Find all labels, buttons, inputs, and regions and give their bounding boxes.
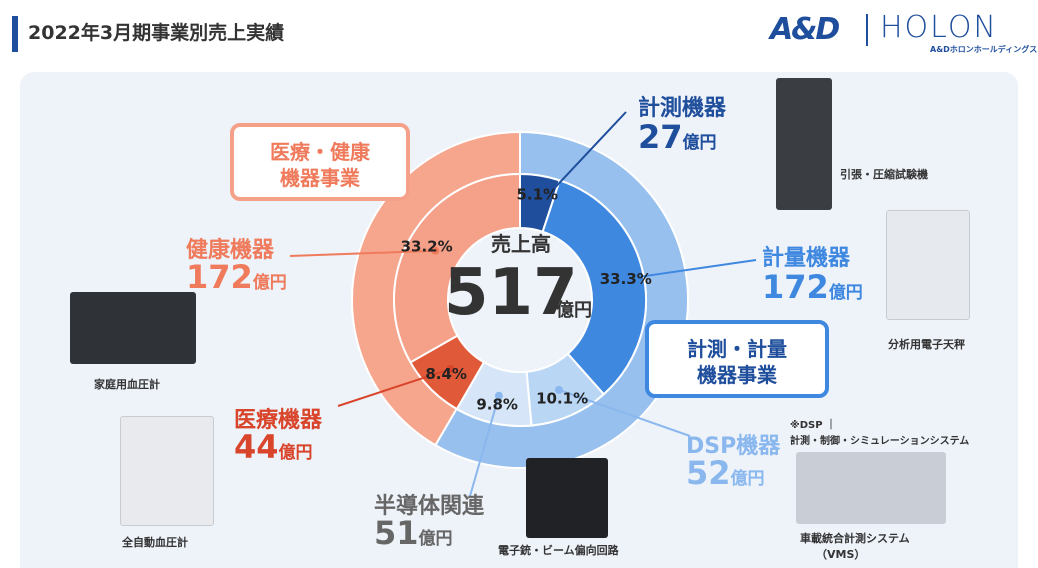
title-accent-bar xyxy=(12,16,18,52)
logo-subtitle: A&Dホロンホールディングス xyxy=(930,45,1038,54)
inner-slice-5 xyxy=(393,172,521,364)
box-medical-health-business: 医療・健康 機器事業 xyxy=(230,123,410,201)
holon-logo: HOLON xyxy=(880,10,998,45)
leader-dot-4 xyxy=(446,365,455,374)
caption-tensile: 引張・圧縮試験機 xyxy=(840,168,928,181)
dsp-note-1: ※DSP ｜ xyxy=(790,420,837,431)
value-health: 172億円 xyxy=(186,258,287,296)
leader-line-1 xyxy=(615,259,757,282)
leader-lines xyxy=(289,111,757,497)
leader-line-5 xyxy=(289,249,436,257)
value-keisoku: 27億円 xyxy=(638,118,717,156)
label-medical: 医療機器 xyxy=(234,408,323,433)
caption-ebeam: 電子銃・ビーム偏向回路 xyxy=(498,544,619,557)
leader-line-2 xyxy=(558,388,691,437)
pct-label-0: 5.1% xyxy=(516,185,558,203)
leader-dot-2 xyxy=(554,385,563,394)
pct-label-5: 33.2% xyxy=(401,238,453,256)
and-logo: A&D xyxy=(770,12,840,47)
caption-vms-1: 車載統合計測システム xyxy=(800,532,910,545)
percent-labels: 5.1% 33.3% 10.1% 9.8% 8.4% 33.2% xyxy=(401,185,652,413)
vms-car-image xyxy=(796,452,946,524)
pct-label-1: 33.3% xyxy=(600,270,652,288)
pct-label-2: 10.1% xyxy=(536,389,588,407)
leader-line-3 xyxy=(469,395,500,497)
leader-dot-3 xyxy=(494,391,503,400)
center-value: 517 xyxy=(444,256,578,330)
pct-label-3: 9.8% xyxy=(476,396,518,414)
label-health: 健康機器 xyxy=(186,238,275,263)
value-keiryo: 172億円 xyxy=(762,268,863,306)
inner-ring xyxy=(393,172,647,427)
analytical-balance-image xyxy=(886,210,970,320)
leader-line-0 xyxy=(533,111,627,210)
caption-balance: 分析用電子天秤 xyxy=(888,338,965,351)
dsp-note-2: 計測・制御・シミュレーションシステム xyxy=(790,436,970,447)
center-unit: 億円 xyxy=(556,300,592,321)
electron-gun-image xyxy=(526,458,608,538)
home-bp-monitor-image xyxy=(70,292,196,364)
leader-dot-1 xyxy=(611,276,620,285)
inner-slice-1 xyxy=(541,179,647,396)
caption-vms-2: （VMS） xyxy=(816,548,866,561)
page-title: 2022年3月期事業別売上実績 xyxy=(28,22,285,44)
logo-separator xyxy=(866,14,868,46)
pct-label-4: 8.4% xyxy=(425,365,467,383)
leader-dot-5 xyxy=(431,246,440,255)
tensile-tester-image xyxy=(776,78,832,210)
value-dsp: 52億円 xyxy=(686,454,765,492)
value-semi: 51億円 xyxy=(374,514,453,552)
auto-bp-monitor-image xyxy=(120,416,214,526)
center-label: 売上高 xyxy=(491,232,551,256)
caption-auto-bp: 全自動血圧計 xyxy=(122,536,188,549)
label-keiryo: 計量機器 xyxy=(762,246,851,271)
label-keisoku: 計測機器 xyxy=(638,96,727,121)
label-semi: 半導体関連 xyxy=(374,494,485,519)
label-dsp: DSP機器 xyxy=(686,434,781,459)
leader-line-4 xyxy=(337,368,451,407)
value-medical: 44億円 xyxy=(234,428,313,466)
caption-home-bp: 家庭用血圧計 xyxy=(94,378,160,391)
leader-dot-0 xyxy=(530,205,539,214)
box-measuring-weighing-business: 計測・計量 機器事業 xyxy=(645,320,829,398)
